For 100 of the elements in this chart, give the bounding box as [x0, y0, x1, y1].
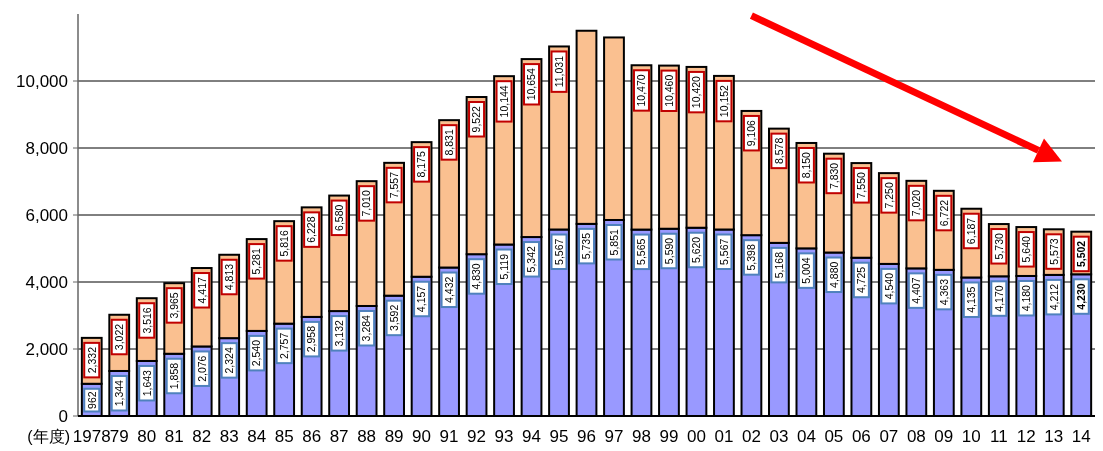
- total-label: 5,730: [992, 233, 1005, 260]
- y-tick-label: 0: [58, 407, 68, 426]
- data-label: 5,851: [607, 228, 620, 256]
- x-tick-label: 84: [247, 427, 267, 446]
- total-label: 3,516: [140, 307, 153, 334]
- data-label: 3,592: [387, 304, 400, 332]
- data-label: 4,830: [470, 263, 483, 290]
- x-tick-label: 00: [686, 427, 706, 446]
- total-label: 8,831: [442, 129, 455, 156]
- y-tick-label: 10,000: [16, 72, 68, 91]
- total-label: 7,557: [387, 171, 400, 199]
- x-tick-label: 09: [934, 427, 954, 446]
- data-label: 4,170: [992, 285, 1005, 312]
- x-tick-label: 08: [906, 427, 926, 446]
- data-label: 4,230: [1075, 283, 1088, 310]
- data-label: 4,407: [910, 277, 923, 304]
- total-label: 6,228: [305, 216, 318, 243]
- total-label: 3,965: [168, 292, 180, 319]
- total-label: 5,573: [1047, 238, 1060, 265]
- data-label: 2,324: [222, 347, 235, 374]
- x-tick-label: 10: [961, 427, 981, 446]
- x-tick-label: 89: [384, 427, 404, 446]
- total-label: 7,550: [855, 172, 868, 199]
- total-label: 5,816: [277, 230, 290, 257]
- x-tick-label: 04: [796, 427, 816, 446]
- y-tick-label: 6,000: [25, 206, 68, 225]
- total-label: 4,417: [195, 276, 208, 304]
- data-label: 1,858: [168, 362, 180, 390]
- total-label: 8,150: [800, 151, 813, 179]
- data-label: 5,590: [662, 237, 675, 265]
- data-label: 3,284: [360, 314, 373, 342]
- data-label: 5,398: [745, 244, 758, 271]
- x-tick-label: 11: [989, 427, 1008, 446]
- data-label: 5,168: [772, 251, 785, 279]
- total-label: 5,640: [1020, 236, 1033, 263]
- data-label: 5,735: [580, 232, 593, 260]
- x-tick-label: 85: [274, 427, 294, 446]
- data-label: 4,157: [415, 285, 428, 313]
- data-label: 4,363: [937, 278, 950, 306]
- x-tick-label: 03: [769, 427, 789, 446]
- data-label: 5,620: [690, 236, 703, 264]
- x-axis-title: (年度): [27, 428, 70, 445]
- x-tick-label: 91: [439, 427, 459, 446]
- data-label: 4,135: [965, 286, 978, 313]
- x-tick-label: 88: [357, 427, 377, 446]
- data-label: 2,076: [195, 355, 208, 382]
- y-tick-label: 2,000: [25, 340, 68, 359]
- data-label: 2,757: [277, 332, 290, 360]
- data-label: 2,958: [305, 325, 318, 353]
- x-tick-label: 13: [1044, 427, 1064, 446]
- y-tick-label: 4,000: [25, 273, 68, 292]
- x-tick-label: 81: [164, 427, 184, 446]
- x-tick-label: 1978: [72, 427, 111, 446]
- data-label: 5,119: [497, 253, 510, 280]
- x-tick-label: 95: [549, 427, 569, 446]
- x-tick-label: 93: [494, 427, 514, 446]
- data-label: 5,567: [552, 238, 565, 265]
- total-label: 7,010: [360, 190, 373, 217]
- x-tick-label: 01: [714, 427, 734, 446]
- total-label: 5,502: [1075, 240, 1088, 268]
- data-label: 4,180: [1020, 284, 1033, 312]
- x-tick-label: 82: [192, 427, 212, 446]
- x-tick-label: 80: [137, 427, 157, 446]
- data-label: 4,725: [855, 266, 868, 294]
- x-tick-label: 96: [577, 427, 596, 446]
- x-tick-label: 94: [522, 427, 541, 446]
- x-tick-label: 87: [329, 427, 349, 446]
- x-tick-label: 98: [632, 427, 651, 446]
- x-tick-label: 97: [604, 427, 624, 446]
- x-tick-label: 14: [1071, 427, 1091, 446]
- total-label: 3,022: [113, 323, 126, 351]
- data-label: 5,342: [525, 246, 538, 273]
- data-label: 4,540: [882, 272, 895, 300]
- total-label: 10,144: [497, 85, 510, 118]
- data-label: 962: [85, 391, 98, 409]
- data-label: 1,344: [113, 379, 126, 407]
- x-tick-label: 83: [219, 427, 239, 446]
- total-label: 4,813: [222, 263, 235, 291]
- total-label: 7,020: [910, 189, 923, 217]
- data-label: 5,565: [635, 238, 648, 265]
- data-label: 5,004: [800, 257, 813, 284]
- total-label: 7,830: [827, 162, 840, 190]
- x-tick-label: 06: [851, 427, 871, 446]
- x-tick-label: 02: [741, 427, 761, 446]
- total-label: 8,175: [415, 151, 428, 178]
- data-label: 3,132: [332, 320, 345, 347]
- total-label: 10,152: [717, 84, 730, 118]
- data-label: 1,643: [140, 369, 153, 397]
- total-label: 10,420: [690, 75, 703, 109]
- total-label: 2,332: [85, 346, 98, 374]
- total-label: 6,722: [937, 199, 950, 227]
- data-label: 5,567: [717, 238, 730, 265]
- total-label: 5,281: [250, 248, 263, 275]
- x-tick-label: 05: [824, 427, 844, 446]
- total-label: 11,031: [552, 55, 565, 88]
- total-label: 10,460: [662, 74, 675, 107]
- total-label: 10,470: [635, 74, 648, 107]
- total-label: 9,106: [745, 119, 758, 147]
- y-tick-label: 8,000: [25, 139, 68, 158]
- x-tick-label: 90: [412, 427, 432, 446]
